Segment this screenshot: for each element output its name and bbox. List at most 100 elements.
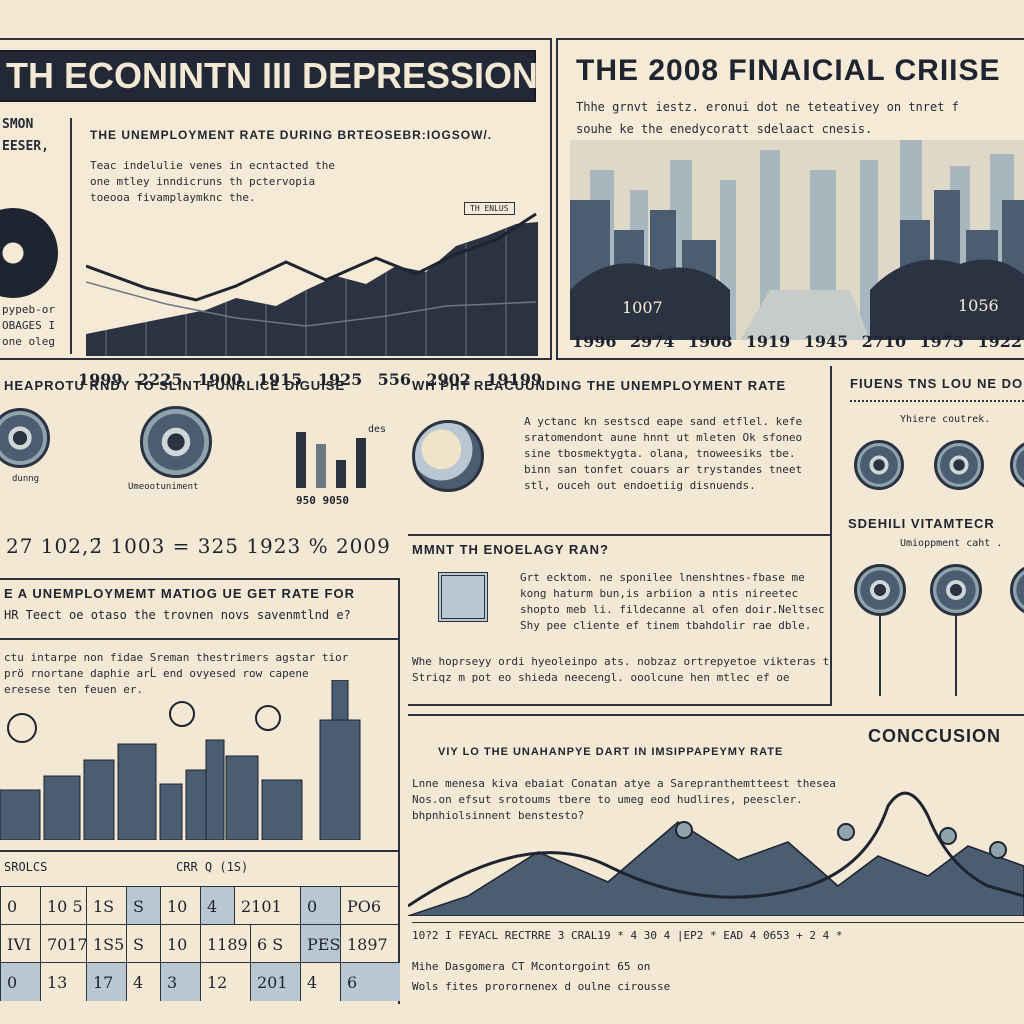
x-tick: 1945 <box>803 332 849 351</box>
mid-center-line-5: Whe hoprseyy ordi hyeoleinpo ats. nobzaz… <box>412 655 830 668</box>
coin-icon <box>854 440 904 490</box>
area-stripes <box>105 228 507 356</box>
table-cell: 3 <box>160 963 200 1001</box>
side-line-5: one oleg <box>2 335 55 348</box>
mid-center-section: MMNT TH ENOELAGY RAN? Grt ecktom. ne spo… <box>408 536 832 706</box>
x-tick: 556 <box>377 370 412 389</box>
mid-left-paragraph: ctu intarpe non fidae Sreman thestrimers… <box>4 650 384 698</box>
trend-curve <box>408 791 1024 908</box>
target-disc-icon <box>140 406 212 478</box>
crisis-sub-line-1: Thhe grnvt iestz. eronui dot ne teteativ… <box>576 100 959 114</box>
unemployment-chart-desc: Teac indelulie venes in ecntacted the on… <box>90 158 370 206</box>
mid-center-line-4: Shy pee cliente ef tinem tbahdolir rae d… <box>520 619 812 632</box>
table-cell: 1189 <box>200 925 250 963</box>
coin-icon <box>934 440 984 490</box>
x-tick: 1975 <box>919 332 965 351</box>
side-text-bottom: pypeb-or OBAGES I one oleg <box>2 302 68 350</box>
secondary-trend-line <box>86 281 537 327</box>
table-cell: 12 <box>200 963 250 1001</box>
chart-tag: TH ENLUS <box>464 202 515 215</box>
x-tick: 2974 <box>629 332 675 351</box>
mid-left-divider <box>0 638 400 640</box>
dotted-divider <box>850 400 1024 402</box>
marker-icon <box>675 821 693 839</box>
table-cell: 4 <box>200 887 234 925</box>
rubble-left <box>570 263 730 340</box>
x-tick: 1900 <box>197 370 243 389</box>
depression-title-banner: TH ECONINTN III DEPRESSION <box>0 50 539 102</box>
chart-desc-line-3: toeooa fivamplaymknc the. <box>90 191 256 204</box>
mini-bar <box>316 444 326 488</box>
row2-mid-section: WH PHT REACUUNDING THE UNEMPLOYMENT RATE… <box>408 366 832 536</box>
marker-icon <box>989 841 1007 859</box>
mid-line-1: A yctanc kn sestscd eape sand etflel. ke… <box>524 415 803 428</box>
unemployment-area-chart <box>86 212 538 356</box>
conclusion-data-row-2: Mihe Dasgomera CT Mcontorgoint 65 on <box>412 960 651 973</box>
mini-bar-chart <box>296 432 366 488</box>
table-cell: 2101 <box>234 887 300 925</box>
marker-icon <box>837 823 855 841</box>
chart-desc-line-1: Teac indelulie venes in ecntacted the <box>90 159 336 172</box>
mini-bar-label: des <box>368 424 387 435</box>
table-cell: 1897 <box>340 925 400 963</box>
mid-left-subtitle: HR Teect oe otaso the trovnen novs saven… <box>4 608 351 622</box>
conclusion-section: CONCCUSION VIY LO THE UNAHANPYE DART IN … <box>408 714 1024 1004</box>
mid-left-section: E A UNEMPLOYMEMT MATIOG UE GET RATE FOR … <box>0 580 400 850</box>
table-cell: IVI <box>0 925 40 963</box>
unemployment-chart-x-axis: 1999 2225 1900 1915 1925 556 2902 19199 <box>78 370 542 389</box>
city-illustration <box>0 680 361 840</box>
city-skyline-illustration <box>570 140 1024 340</box>
mini-bar <box>336 460 346 488</box>
conclusion-line-1: Lnne menesa kiva ebaiat Conatan atye a S… <box>412 777 836 790</box>
icon-caption-2: Umeootuniment <box>128 482 199 492</box>
table-row: IVI 7017 1S5 S 10 1189 6 S PES 1897 <box>0 924 400 963</box>
table-head-a: SROLCS <box>4 860 48 874</box>
x-tick: 1908 <box>687 332 733 351</box>
bottom-table: SROLCS CRR Q (1S) 0 10 5 1S S 10 4 2101 … <box>0 850 400 1004</box>
row2-mid-paragraph: A yctanc kn sestscd eape sand etflel. ke… <box>524 414 824 494</box>
city-buildings <box>0 680 361 840</box>
table-cell: 1S5 <box>86 925 126 963</box>
mid-center-line-3: shopto meb li. fildecanne al ofen doir.N… <box>520 603 825 616</box>
side-text-top: SMON EESER, <box>2 114 68 158</box>
vinyl-record-icon <box>0 208 58 298</box>
depression-title: TH ECONINTN III DEPRESSION <box>6 55 539 96</box>
table-cell: 13 <box>40 963 86 1001</box>
mid-center-paragraph: Grt ecktom. ne sponilee lnenshtnes-fbase… <box>520 570 830 634</box>
coin-icon <box>1010 440 1024 490</box>
table-row: 0 13 17 4 3 12 201 4 6 <box>0 962 400 1001</box>
conclusion-title: CONCCUSION <box>864 726 1006 747</box>
row2-right-caption: Yhiere coutrek. <box>900 414 991 425</box>
x-tick: 19199 <box>486 370 542 389</box>
side-line-4: OBAGES I <box>2 319 55 332</box>
pin-stem <box>879 616 881 696</box>
x-tick: 1996 <box>572 332 617 351</box>
chart-desc-line-2: one mtley inndicruns th pctervopia <box>90 175 316 188</box>
rubble-right <box>870 259 1024 340</box>
conclusion-data-row-1: 10?2 I FEYACL RECTRRE 3 CRAL19 * 4 30 4 … <box>412 922 1024 942</box>
unemployment-area <box>86 222 538 356</box>
cycle-icon <box>255 705 281 731</box>
row2-mid-title: WH PHT REACUUNDING THE UNEMPLOYMENT RATE <box>412 378 787 393</box>
river <box>740 290 870 340</box>
unemployment-trend-line <box>86 212 537 302</box>
x-tick: 1922 <box>977 332 1022 351</box>
table-cell: PO6 <box>340 887 400 925</box>
table-cell: PES <box>300 925 340 963</box>
crisis-sub-line-2: souhe ke the enedycoratt sdelaact cnesis… <box>576 122 873 136</box>
mid-center-line-1: Grt ecktom. ne sponilee lnenshtnes-fbase… <box>520 571 805 584</box>
mid-line-4: binn san tonfet couars ar trystandes tne… <box>524 463 803 476</box>
crisis-subtitle: Thhe grnvt iestz. eronui dot ne teteativ… <box>576 96 1024 140</box>
crisis-label-b: 1056 <box>958 296 999 315</box>
row2-left-section: HEAPROTU RNDY TO SLINT FUNRLICE DIGUISE … <box>0 366 400 580</box>
table-cell: 10 <box>160 887 200 925</box>
globe-icon <box>412 420 484 492</box>
icon-caption-1: dunng <box>12 474 40 484</box>
conclusion-subtitle: VIY LO THE UNAHANPYE DART IN IMSIPPAPEYM… <box>438 746 784 758</box>
pin-icon <box>854 564 906 616</box>
mini-bar-ticks: 950 9050 <box>296 494 349 507</box>
mid-center-line-2: kong haturm bun,is arbiion a ntis nireet… <box>520 587 799 600</box>
table-cell: 4 <box>126 963 160 1001</box>
x-tick: 1915 <box>257 370 303 389</box>
